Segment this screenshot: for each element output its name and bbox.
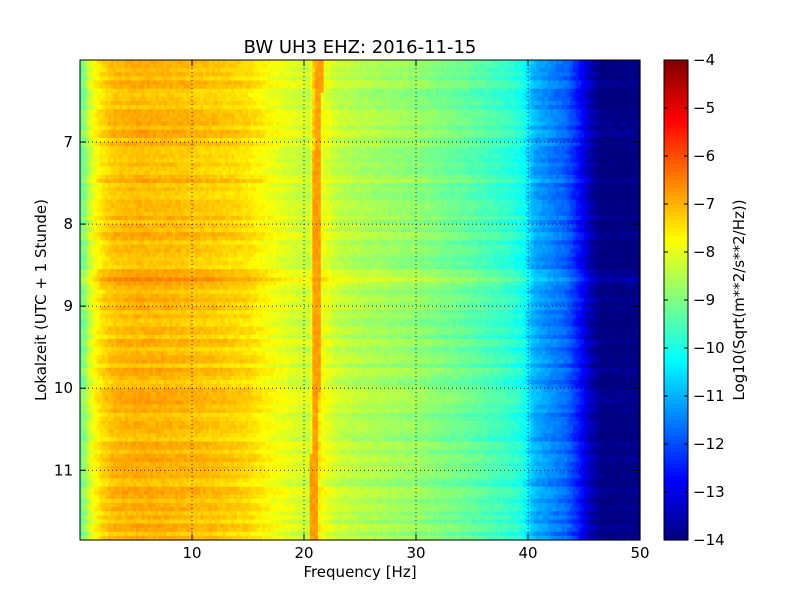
colorbar-tick-label: −6	[693, 147, 715, 165]
colorbar-tick-label: −11	[693, 387, 725, 405]
colorbar-tick-label: −7	[693, 195, 715, 213]
colorbar-tick-label: −14	[693, 531, 725, 549]
colorbar-tick-label: −8	[693, 243, 715, 261]
y-tick-label: 7	[63, 133, 73, 151]
chart-title: BW UH3 EHZ: 2016-11-15	[244, 37, 477, 58]
y-tick-label: 9	[63, 297, 73, 315]
colorbar-tick-label: −5	[693, 99, 715, 117]
y-tick-label: 11	[54, 461, 73, 479]
y-tick-label: 8	[63, 215, 73, 233]
colorbar-tick-label: −12	[693, 435, 725, 453]
y-tick-label: 10	[54, 379, 73, 397]
x-tick-label: 40	[518, 544, 537, 562]
y-axis-label: Lokalzeit (UTC + 1 Stunde)	[32, 199, 50, 401]
colorbar-tick-label: −13	[693, 483, 725, 501]
colorbar-tick-label: −9	[693, 291, 715, 309]
colorbar-tick-label: −10	[693, 339, 725, 357]
x-tick-label: 30	[406, 544, 425, 562]
x-tick-label: 50	[630, 544, 649, 562]
x-axis-label: Frequency [Hz]	[303, 563, 416, 581]
x-tick-label: 10	[182, 544, 201, 562]
heatmap	[80, 60, 641, 541]
x-tick-label: 20	[294, 544, 313, 562]
colorbar-tick-label: −4	[693, 51, 715, 69]
colorbar-label: Log10(Sqrt(m**2/s**2/Hz))	[730, 199, 748, 400]
